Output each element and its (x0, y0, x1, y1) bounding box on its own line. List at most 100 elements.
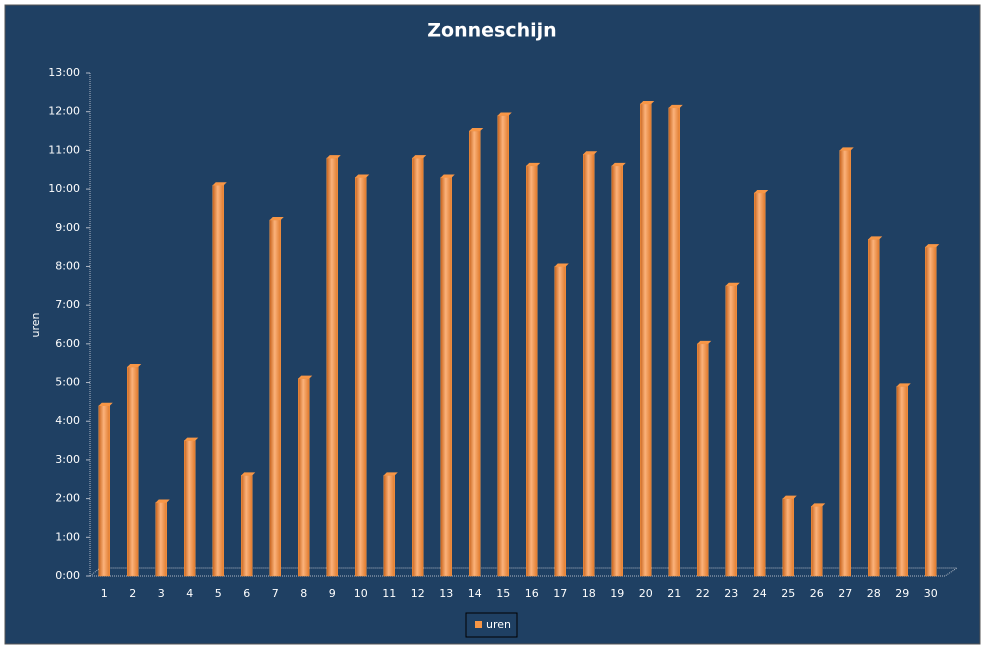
x-tick-label: 23 (724, 587, 738, 600)
bar-group (754, 189, 769, 577)
bar-top (725, 282, 740, 286)
bar-group (668, 104, 683, 577)
bar-group (184, 437, 199, 577)
y-tick-label: 1:00 (55, 530, 80, 543)
x-tick-label: 19 (610, 587, 624, 600)
bar-top (212, 182, 227, 186)
bar-top (469, 128, 484, 132)
bar (497, 115, 509, 577)
y-tick-label: 10:00 (48, 182, 80, 195)
bar-group (497, 112, 512, 577)
bar-top (668, 104, 683, 108)
x-tick-label: 22 (696, 587, 710, 600)
bar-group (782, 495, 797, 577)
bar-top (697, 340, 712, 344)
bar-group (526, 162, 541, 577)
bar-top (98, 402, 113, 406)
bar (469, 130, 481, 577)
bar (269, 219, 281, 577)
chart-background (4, 4, 981, 645)
bar (326, 157, 338, 577)
bar (583, 154, 595, 577)
y-tick-label: 0:00 (55, 569, 80, 582)
bar (554, 266, 566, 577)
y-axis-label: uren (29, 312, 42, 337)
bar-top (127, 364, 142, 368)
bar (782, 498, 794, 577)
y-tick-label: 4:00 (55, 414, 80, 427)
x-tick-label: 20 (639, 587, 653, 600)
bar-group (811, 503, 826, 577)
y-tick-label: 6:00 (55, 337, 80, 350)
y-tick-label: 13:00 (48, 66, 80, 79)
chart-title: Zonneschijn (427, 20, 556, 42)
bar (896, 386, 908, 577)
x-tick-label: 12 (411, 587, 425, 600)
x-tick-label: 30 (924, 587, 938, 600)
bar (184, 440, 196, 577)
bar-top (611, 162, 626, 166)
bar-group (554, 263, 569, 577)
bar-top (640, 100, 655, 104)
bar (155, 502, 167, 577)
bar (668, 107, 680, 577)
x-tick-label: 24 (753, 587, 767, 600)
bar (725, 285, 737, 577)
y-tick-label: 8:00 (55, 259, 80, 272)
bar (811, 506, 823, 577)
bar-top (896, 383, 911, 387)
bar-group (98, 402, 113, 577)
bar-group (241, 472, 256, 577)
bar-group (383, 472, 398, 577)
bar-group (583, 151, 598, 577)
bar (355, 177, 367, 577)
y-tick-label: 9:00 (55, 221, 80, 234)
bar-group (269, 217, 284, 577)
bar-top (412, 155, 427, 159)
x-tick-label: 10 (354, 587, 368, 600)
bar (440, 177, 452, 577)
bar-top (754, 189, 769, 193)
bar-top (241, 472, 256, 476)
bar-top (782, 495, 797, 499)
bar-group (725, 282, 740, 577)
x-tick-label: 16 (525, 587, 539, 600)
bar-group (155, 499, 170, 577)
bar-group (412, 155, 427, 577)
bar-group (640, 100, 655, 577)
x-tick-label: 26 (810, 587, 824, 600)
x-tick-label: 5 (215, 587, 222, 600)
bar-top (868, 236, 883, 240)
bar (98, 405, 110, 577)
bar-top (526, 162, 541, 166)
bar-group (127, 364, 142, 577)
bar-group (839, 147, 854, 577)
bar-top (326, 155, 341, 159)
x-tick-label: 27 (838, 587, 852, 600)
x-tick-label: 8 (300, 587, 307, 600)
bar (839, 150, 851, 577)
bar-group (868, 236, 883, 577)
x-tick-label: 6 (243, 587, 250, 600)
floor (88, 567, 959, 577)
legend-swatch (475, 621, 482, 628)
bar-group (326, 155, 341, 577)
bar-top (155, 499, 170, 503)
bar-group (697, 340, 712, 577)
x-tick-label: 18 (582, 587, 596, 600)
bar-top (355, 174, 370, 178)
x-tick-label: 25 (781, 587, 795, 600)
bar (412, 157, 424, 577)
y-tick-label: 3:00 (55, 453, 80, 466)
bar (640, 103, 652, 577)
bar-group (611, 162, 626, 577)
x-tick-label: 7 (272, 587, 279, 600)
bar (868, 239, 880, 577)
x-tick-label: 29 (895, 587, 909, 600)
bar (526, 165, 538, 577)
bar (611, 165, 623, 577)
x-tick-label: 17 (553, 587, 567, 600)
bar-group (469, 128, 484, 577)
